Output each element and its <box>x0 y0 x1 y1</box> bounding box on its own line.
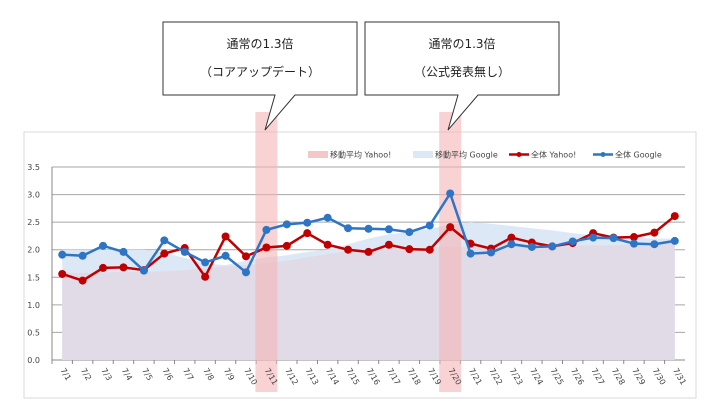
data-point-yahoo <box>119 263 128 272</box>
data-point-google <box>629 239 638 248</box>
data-point-google <box>466 249 475 258</box>
data-point-google <box>303 218 312 227</box>
data-point-google <box>609 234 618 243</box>
legend-marker <box>516 152 522 157</box>
data-point-google <box>527 242 536 251</box>
data-point-yahoo <box>425 245 434 254</box>
data-point-google <box>58 250 67 259</box>
data-point-google <box>589 233 598 242</box>
legend-label: 全体 Yahoo! <box>531 150 576 160</box>
data-point-yahoo <box>344 245 353 254</box>
legend-label: 移動平均 Google <box>435 150 498 160</box>
data-point-google <box>323 213 332 222</box>
data-point-yahoo <box>446 223 455 232</box>
data-point-yahoo <box>364 247 373 256</box>
data-point-google <box>487 248 496 257</box>
data-point-google <box>99 241 108 250</box>
data-point-yahoo <box>58 269 67 278</box>
data-point-yahoo <box>670 212 679 221</box>
y-tick-label: 1.5 <box>27 273 40 282</box>
data-point-google <box>650 240 659 249</box>
data-point-google <box>119 247 128 256</box>
data-point-yahoo <box>262 243 271 252</box>
highlight-band <box>439 112 462 392</box>
data-point-yahoo <box>303 229 312 238</box>
data-point-yahoo <box>78 276 87 285</box>
data-point-yahoo <box>405 245 414 254</box>
data-point-yahoo <box>323 240 332 249</box>
data-point-yahoo <box>507 233 516 242</box>
moving-average-yahoo-area <box>62 243 675 360</box>
data-point-google <box>282 220 291 229</box>
data-point-yahoo <box>221 232 230 241</box>
y-tick-label: 0.5 <box>27 328 40 337</box>
data-point-google <box>139 266 148 275</box>
y-tick-label: 3.0 <box>27 191 40 200</box>
data-point-google <box>160 236 169 245</box>
callout-title: 通常の1.3倍 <box>226 36 293 51</box>
data-point-google <box>507 240 516 249</box>
legend-label: 全体 Google <box>615 150 662 160</box>
legend-swatch <box>413 151 433 158</box>
data-point-google <box>405 228 414 237</box>
data-point-yahoo <box>629 233 638 242</box>
data-point-yahoo <box>99 263 108 272</box>
callout-title: 通常の1.3倍 <box>428 36 495 51</box>
data-point-google <box>180 247 189 256</box>
data-point-google <box>425 221 434 230</box>
callout-box <box>162 21 358 131</box>
data-point-google <box>201 258 210 267</box>
data-point-google <box>568 237 577 246</box>
y-tick-label: 3.5 <box>27 163 40 172</box>
legend-label: 移動平均 Yahoo! <box>330 150 391 160</box>
y-tick-label: 0.0 <box>27 356 40 365</box>
data-point-google <box>446 189 455 198</box>
data-point-google <box>262 225 271 234</box>
data-point-google <box>670 236 679 245</box>
y-tick-label: 2.5 <box>27 218 40 227</box>
data-point-google <box>384 225 393 234</box>
data-point-yahoo <box>160 249 169 258</box>
data-point-yahoo <box>201 272 210 281</box>
data-point-yahoo <box>282 241 291 250</box>
data-point-google <box>78 251 87 260</box>
data-point-google <box>344 224 353 233</box>
data-point-yahoo <box>650 228 659 237</box>
legend-marker <box>600 152 606 157</box>
data-point-google <box>221 251 230 260</box>
legend-swatch <box>308 151 328 158</box>
y-tick-label: 2.0 <box>27 246 40 255</box>
data-point-google <box>241 268 250 277</box>
data-point-google <box>548 242 557 251</box>
y-tick-label: 1.0 <box>27 301 40 310</box>
callout-subtitle: （公式発表無し） <box>414 64 510 79</box>
highlight-band <box>255 112 278 392</box>
callout-subtitle: （コアアップデート） <box>200 64 320 79</box>
data-point-yahoo <box>241 252 250 261</box>
callout-box <box>364 21 560 131</box>
data-point-google <box>364 224 373 233</box>
data-point-yahoo <box>384 240 393 249</box>
